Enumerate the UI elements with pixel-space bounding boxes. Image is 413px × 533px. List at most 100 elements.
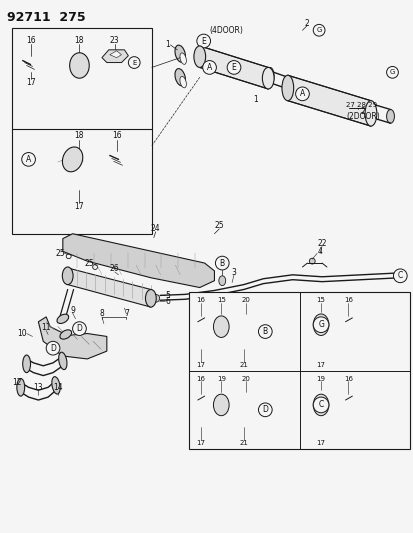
Ellipse shape — [59, 352, 67, 369]
Ellipse shape — [386, 109, 394, 123]
Text: 16: 16 — [196, 297, 205, 303]
Text: B: B — [219, 259, 224, 268]
Text: 17: 17 — [316, 440, 325, 446]
Text: 23: 23 — [109, 36, 119, 45]
Text: 26: 26 — [109, 264, 119, 273]
Text: 25: 25 — [84, 259, 94, 268]
Polygon shape — [38, 317, 107, 359]
Circle shape — [128, 56, 140, 68]
Text: G: G — [316, 27, 321, 33]
Circle shape — [313, 25, 324, 36]
Text: 20: 20 — [241, 297, 249, 303]
Ellipse shape — [66, 254, 71, 259]
Text: A: A — [299, 90, 304, 99]
Polygon shape — [199, 46, 268, 89]
Ellipse shape — [175, 69, 185, 86]
Circle shape — [258, 403, 271, 417]
Ellipse shape — [213, 316, 228, 337]
Text: 17: 17 — [74, 202, 84, 211]
Circle shape — [72, 322, 86, 335]
Circle shape — [21, 152, 36, 166]
Text: 17: 17 — [196, 362, 205, 368]
Ellipse shape — [193, 46, 205, 68]
Text: 15: 15 — [316, 297, 325, 303]
Text: G: G — [317, 320, 323, 329]
Text: E: E — [201, 37, 206, 45]
Circle shape — [313, 397, 328, 413]
Ellipse shape — [57, 314, 69, 324]
Text: 13: 13 — [33, 383, 43, 392]
Text: 92711  275: 92711 275 — [7, 11, 85, 24]
Ellipse shape — [175, 45, 185, 62]
Text: 18: 18 — [74, 36, 84, 45]
Ellipse shape — [213, 394, 228, 416]
Text: 27 28 29: 27 28 29 — [345, 102, 376, 108]
Text: 21: 21 — [239, 440, 248, 446]
Ellipse shape — [93, 264, 97, 270]
Text: 2: 2 — [304, 19, 309, 28]
Text: 16: 16 — [112, 132, 121, 140]
Text: 16: 16 — [26, 36, 35, 45]
Text: 1: 1 — [252, 95, 257, 104]
Text: D: D — [262, 405, 268, 414]
Text: 12: 12 — [12, 378, 21, 387]
Ellipse shape — [242, 321, 248, 327]
Text: 20: 20 — [241, 376, 249, 382]
Circle shape — [196, 34, 210, 48]
Ellipse shape — [262, 68, 273, 89]
Polygon shape — [63, 234, 214, 287]
Ellipse shape — [266, 68, 273, 85]
Circle shape — [215, 256, 228, 270]
Polygon shape — [109, 51, 121, 58]
Circle shape — [386, 67, 397, 78]
Ellipse shape — [198, 318, 202, 321]
Ellipse shape — [69, 53, 89, 78]
Ellipse shape — [52, 377, 60, 394]
Circle shape — [46, 341, 60, 355]
Text: 17: 17 — [196, 440, 205, 446]
Circle shape — [202, 61, 216, 74]
Circle shape — [313, 317, 328, 333]
Ellipse shape — [198, 397, 202, 400]
Text: B: B — [262, 327, 267, 336]
Text: C: C — [397, 271, 402, 280]
Text: 5: 5 — [165, 291, 169, 300]
Text: 11: 11 — [41, 323, 51, 332]
Ellipse shape — [346, 318, 349, 321]
Text: 22: 22 — [316, 239, 326, 248]
Circle shape — [392, 269, 406, 282]
Ellipse shape — [60, 330, 71, 339]
Text: 17: 17 — [316, 362, 325, 368]
Text: 9: 9 — [70, 305, 75, 314]
Ellipse shape — [112, 165, 117, 169]
Text: 17: 17 — [26, 78, 35, 86]
Ellipse shape — [25, 68, 31, 72]
Text: E: E — [231, 63, 236, 72]
Ellipse shape — [180, 76, 186, 88]
Ellipse shape — [145, 289, 156, 307]
Text: 21: 21 — [239, 362, 248, 368]
Ellipse shape — [17, 378, 25, 396]
Text: 18: 18 — [74, 132, 84, 140]
Ellipse shape — [313, 394, 328, 416]
Ellipse shape — [309, 258, 314, 264]
Polygon shape — [102, 50, 128, 62]
Text: 16: 16 — [196, 376, 205, 382]
Ellipse shape — [62, 147, 83, 172]
Ellipse shape — [364, 101, 376, 126]
Text: (2DOOR): (2DOOR) — [345, 112, 379, 121]
Text: 16: 16 — [343, 297, 352, 303]
Text: 25: 25 — [214, 221, 223, 230]
Text: G: G — [389, 69, 394, 75]
Text: C: C — [318, 400, 323, 409]
Text: 8: 8 — [100, 310, 104, 318]
Text: E: E — [132, 60, 136, 66]
Text: 1: 1 — [165, 41, 169, 50]
Polygon shape — [287, 75, 370, 126]
Text: A: A — [26, 155, 31, 164]
Text: 4: 4 — [317, 247, 322, 256]
Ellipse shape — [152, 294, 159, 302]
Text: 2: 2 — [360, 107, 365, 116]
Bar — [12, 28, 152, 234]
Text: 10: 10 — [17, 329, 26, 338]
